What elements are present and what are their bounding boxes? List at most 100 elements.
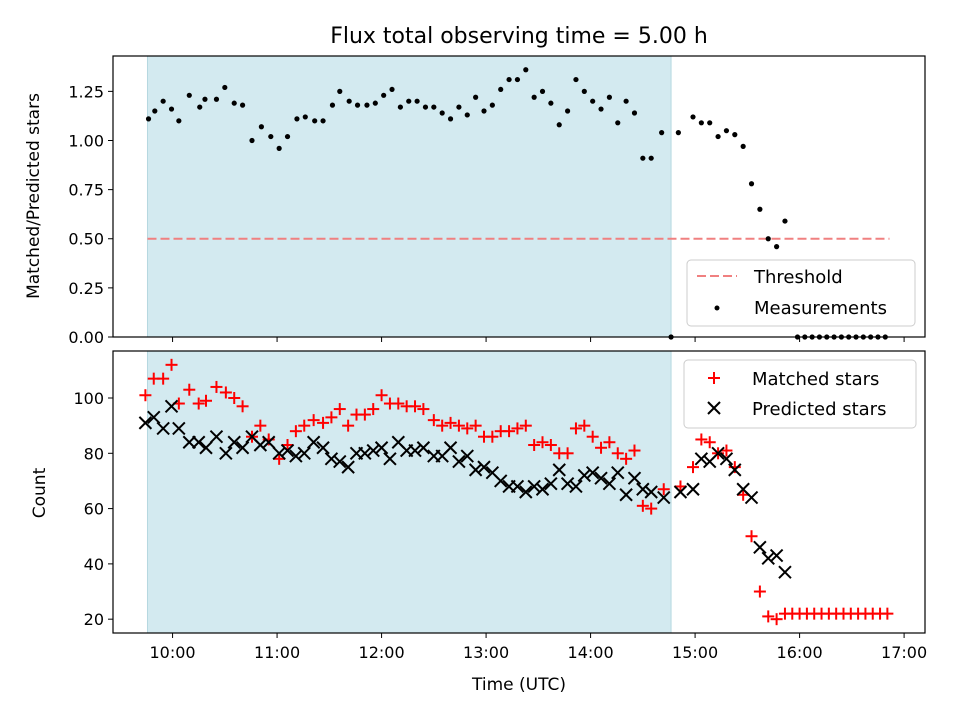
measurement-point <box>698 120 704 126</box>
measurement-point <box>168 106 175 112</box>
matched-star-point <box>687 461 699 474</box>
matched-star-point <box>281 439 294 451</box>
predicted-star-point <box>644 485 658 499</box>
predicted-star-point <box>778 565 792 579</box>
y-tick-label: 0.50 <box>68 230 104 249</box>
predicted-star-point <box>686 482 700 496</box>
predicted-star-point <box>552 463 566 477</box>
measurement-point <box>202 96 208 102</box>
y-tick-label: 1.00 <box>68 131 104 150</box>
bottom-y-axis-label: Count <box>30 467 50 518</box>
measurement-point <box>539 88 546 94</box>
measurement-point <box>381 92 387 98</box>
measurement-point <box>523 67 529 73</box>
predicted-star-point <box>761 551 775 566</box>
predicted-star-point <box>253 438 268 452</box>
predicted-star-point <box>408 443 422 458</box>
matched-star-point <box>745 530 758 543</box>
measurement-point <box>337 88 343 94</box>
measurement-point <box>364 102 370 108</box>
matched-star-point <box>674 480 687 493</box>
matched-star-point <box>528 439 541 451</box>
matched-star-point <box>645 502 658 515</box>
predicted-star-point <box>636 482 650 496</box>
predicted-star-point <box>519 485 533 499</box>
bottom-legend: Matched stars Predicted stars <box>683 359 917 429</box>
matched-star-point <box>192 397 205 410</box>
predicted-star-point <box>657 490 671 505</box>
predicted-star-point <box>227 435 241 449</box>
predicted-star-point <box>199 441 213 455</box>
y-tick-label: 0.25 <box>68 279 104 298</box>
measurement-point <box>346 98 352 104</box>
predicted-star-point <box>219 446 233 461</box>
matched-star-point <box>469 419 482 432</box>
measurement-point <box>186 92 192 98</box>
measurement-point <box>456 104 462 110</box>
matched-star-point <box>444 416 457 429</box>
predicted-star-point <box>719 452 734 466</box>
measurement-point <box>774 244 780 250</box>
x-tick-label: 15:00 <box>672 643 718 662</box>
matched-star-point <box>273 452 286 465</box>
predicted-star-point <box>602 476 617 491</box>
matched-star-point <box>586 430 599 443</box>
measurement-point <box>659 130 665 136</box>
predicted-star-point <box>191 435 206 449</box>
matched-star-point <box>342 419 355 432</box>
measurement-point <box>294 116 300 122</box>
predicted-star-point <box>289 449 303 463</box>
measurement-point <box>732 132 738 138</box>
measurement-point <box>631 110 638 116</box>
measurement-point <box>145 116 152 122</box>
measurement-point <box>740 143 746 149</box>
measurement-point <box>354 102 361 108</box>
measurement-point <box>439 110 445 116</box>
y-tick-label: 1.25 <box>68 82 104 101</box>
matched-star-point <box>720 444 733 457</box>
predicted-star-point <box>156 421 170 436</box>
predicted-star-point <box>744 490 759 505</box>
predicted-star-point <box>694 452 709 466</box>
matched-star-point <box>298 419 311 432</box>
matched-star-point <box>325 411 338 424</box>
measurement-point <box>464 112 470 118</box>
measurement-point <box>329 102 336 108</box>
matched-star-point <box>703 436 716 449</box>
matched-star-point <box>200 394 213 407</box>
measurement-point <box>581 88 587 94</box>
predicted-star-point <box>297 446 311 461</box>
measurement-point <box>414 98 420 104</box>
measurement-point <box>239 102 246 108</box>
matched-star-point <box>333 403 346 416</box>
matched-star-point <box>503 425 516 438</box>
x-tick-label: 14:00 <box>568 643 614 662</box>
measurement-point <box>757 206 763 212</box>
top-legend: Threshold Measurements <box>686 259 916 327</box>
x-tick-label: 16:00 <box>777 643 823 662</box>
measurement-point <box>213 96 220 102</box>
measurement-point <box>284 133 291 140</box>
matched-star-point <box>881 607 894 620</box>
matched-star-point <box>317 416 330 429</box>
matched-star-point <box>578 419 591 432</box>
predicted-star-point <box>753 540 767 555</box>
matched-star-point <box>636 499 649 512</box>
y-tick-label: 40 <box>84 555 104 574</box>
matched-star-point <box>409 400 422 413</box>
predicted-star-point <box>711 446 725 461</box>
y-tick-label: 100 <box>73 389 104 408</box>
x-axis-label: Time (UTC) <box>471 675 566 695</box>
predicted-star-point <box>619 488 633 502</box>
measurement-point <box>152 108 158 114</box>
measurement-point <box>648 155 654 161</box>
matched-star-point <box>595 441 608 454</box>
measurement-point <box>406 98 412 104</box>
predicted-star-point <box>594 471 608 485</box>
measurement-point <box>447 116 454 122</box>
measurement-point <box>397 104 403 110</box>
measurement-point <box>249 137 255 144</box>
matched-star-point <box>519 419 532 432</box>
predicted-star-point <box>280 443 295 458</box>
predicted-star-point <box>138 416 153 430</box>
